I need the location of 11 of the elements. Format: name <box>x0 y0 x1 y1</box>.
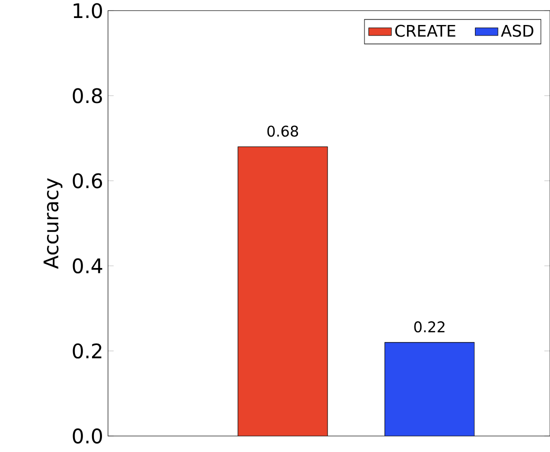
y-tick-label: 0.4 <box>72 258 102 274</box>
data-label: 0.22 <box>414 321 444 332</box>
y-tick-label: 0.2 <box>72 343 102 359</box>
y-axis-title: Accuracy <box>44 178 62 269</box>
y-tick-label: 0.0 <box>72 428 102 444</box>
legend-label: ASD <box>500 24 534 37</box>
y-tick-label: 0.6 <box>72 173 102 188</box>
y-tick-label: 1.0 <box>74 3 102 18</box>
legend-label: CREATE <box>395 24 456 37</box>
y-tick-label: 0.8 <box>72 88 102 104</box>
data-label: 0.68 <box>267 126 298 137</box>
